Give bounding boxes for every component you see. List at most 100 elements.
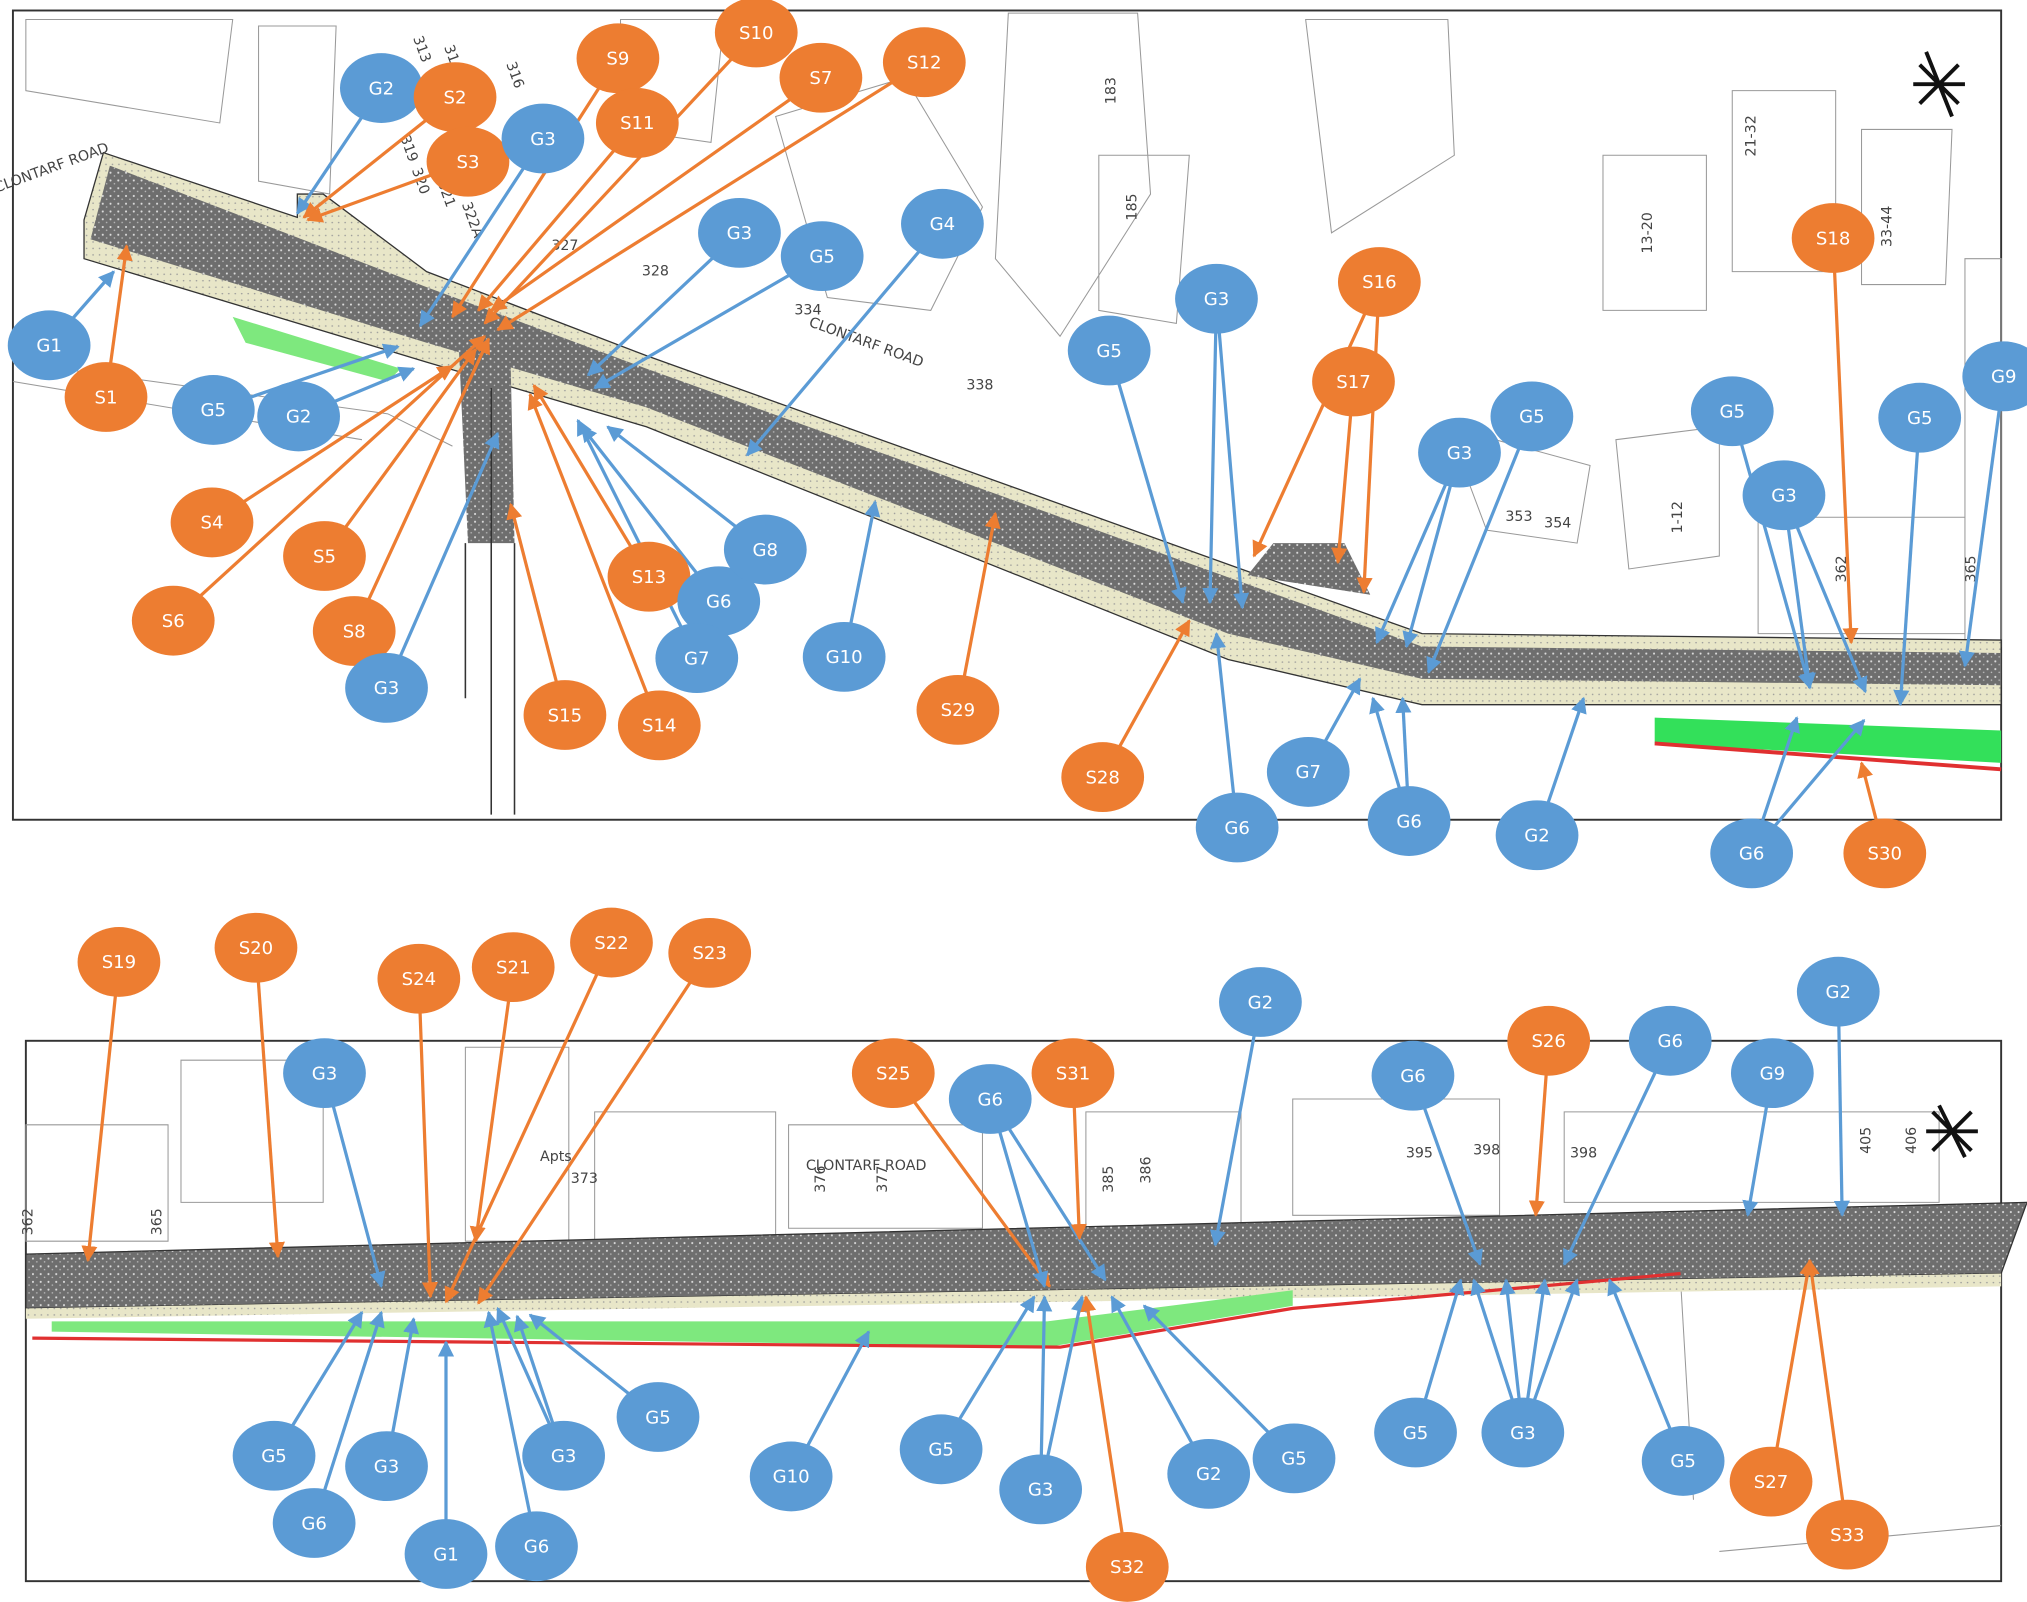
callout: S17	[1312, 346, 1395, 417]
callout-bubble	[1367, 786, 1451, 856]
callout: S32	[1085, 1532, 1169, 1602]
callout-label: G5	[261, 1446, 287, 1467]
callout-label: S1	[95, 387, 118, 408]
callout-bubble	[7, 310, 91, 381]
callout-arrow	[312, 1310, 385, 1524]
callout: S33	[1805, 1499, 1889, 1570]
map-label: 405	[1859, 1127, 1875, 1154]
callout-label: S30	[1868, 844, 1902, 865]
callout: S24	[377, 943, 461, 1014]
compass	[1926, 1104, 1978, 1159]
callout-bubble	[851, 1038, 935, 1109]
callout: G2	[1167, 1438, 1251, 1509]
callout-bubble	[1495, 800, 1579, 871]
callout-label: G5	[1719, 402, 1745, 423]
callout: G2	[1796, 956, 1880, 1027]
callout-label: G6	[1657, 1031, 1683, 1052]
callout-label: G3	[727, 223, 753, 244]
callout: G2	[1219, 967, 1302, 1037]
callout-label: G3	[1204, 289, 1230, 310]
callout-bubble	[916, 674, 1000, 745]
map-label: 386	[1139, 1157, 1155, 1184]
callout-label: S29	[941, 700, 975, 721]
callout-label: G6	[1396, 811, 1422, 832]
green-strip	[51, 1290, 1293, 1348]
callout-label: G10	[826, 647, 863, 668]
map-label: 185	[1124, 193, 1140, 220]
callout-label: G4	[930, 214, 956, 235]
callout-bubble	[1061, 742, 1145, 812]
callout-arrow	[1209, 1001, 1262, 1247]
callout: G6	[1710, 818, 1794, 889]
callout-bubble	[882, 27, 966, 98]
map-label: 21-32	[1744, 115, 1760, 156]
callout-label: S32	[1110, 1557, 1144, 1578]
callout-label: S27	[1754, 1472, 1788, 1493]
callout-arrow	[418, 137, 545, 328]
callout: G5	[232, 1420, 316, 1491]
callout-label: G5	[1281, 1449, 1307, 1470]
callout-bubble	[1374, 1397, 1457, 1468]
callout-label: S14	[642, 716, 676, 737]
map-label: Apts	[540, 1149, 572, 1165]
side-road	[458, 349, 515, 544]
map-label: 327	[551, 238, 578, 254]
callout: G3	[501, 103, 585, 174]
callout-label: G1	[36, 336, 62, 357]
callout: S13	[607, 541, 691, 612]
callout: G3	[1418, 417, 1501, 488]
callout-label: G1	[433, 1544, 459, 1565]
callout-arrow	[483, 31, 758, 325]
callout: S19	[77, 927, 161, 997]
callout-arrow	[1803, 1258, 1849, 1535]
map-label: 328	[642, 264, 669, 280]
callout: G6	[1367, 786, 1451, 856]
callout-arrow	[1214, 298, 1250, 610]
callout-label: S10	[739, 23, 773, 44]
callout-bubble	[617, 690, 701, 761]
callout-bubble	[312, 596, 396, 666]
compass	[1913, 51, 1965, 118]
callout: G7	[655, 623, 739, 694]
callout-bubble	[214, 912, 298, 983]
callout: S22	[570, 907, 653, 978]
callout-bubble	[257, 381, 340, 452]
callout-bubble	[1067, 315, 1151, 386]
callout-arrow	[576, 418, 699, 659]
callout: S18	[1791, 203, 1875, 273]
callout-label: G3	[312, 1063, 338, 1084]
callout-label: S18	[1816, 228, 1850, 249]
callout-label: G3	[374, 678, 400, 699]
callout-arrow	[469, 966, 515, 1243]
callout-bubble	[1167, 1438, 1251, 1509]
callout: G6	[1371, 1040, 1455, 1111]
callout-bubble	[655, 623, 739, 694]
callout: G5	[1690, 376, 1774, 447]
callout: G5	[1878, 382, 1962, 453]
green-strip	[1654, 717, 2002, 763]
map-label: 376	[813, 1166, 829, 1193]
callout-bubble	[1805, 1499, 1889, 1570]
callout-label: S26	[1531, 1031, 1565, 1052]
callout-bubble	[426, 126, 510, 197]
callout-label: G2	[369, 78, 395, 99]
callout-bubble	[1729, 1446, 1813, 1517]
map-label: 1-12	[1670, 501, 1686, 533]
callout-bubble	[283, 521, 366, 591]
callout-label: S22	[594, 933, 628, 954]
callout: S1	[64, 362, 148, 432]
callout: S4	[170, 487, 254, 558]
callout-arrow	[506, 502, 567, 716]
map-label: 398	[1570, 1145, 1597, 1161]
callout-label: S6	[162, 611, 185, 632]
map-label: 354	[1544, 516, 1571, 532]
callout-label: G6	[706, 592, 732, 613]
callout-bubble	[1878, 382, 1962, 453]
callout-bubble	[1085, 1532, 1169, 1602]
callout-bubble	[283, 1038, 366, 1109]
callout-bubble	[570, 907, 653, 978]
callout-label: G3	[1028, 1480, 1054, 1501]
callout-bubble	[802, 621, 886, 692]
callout-arrow	[323, 347, 478, 557]
callout: G5	[171, 375, 255, 445]
